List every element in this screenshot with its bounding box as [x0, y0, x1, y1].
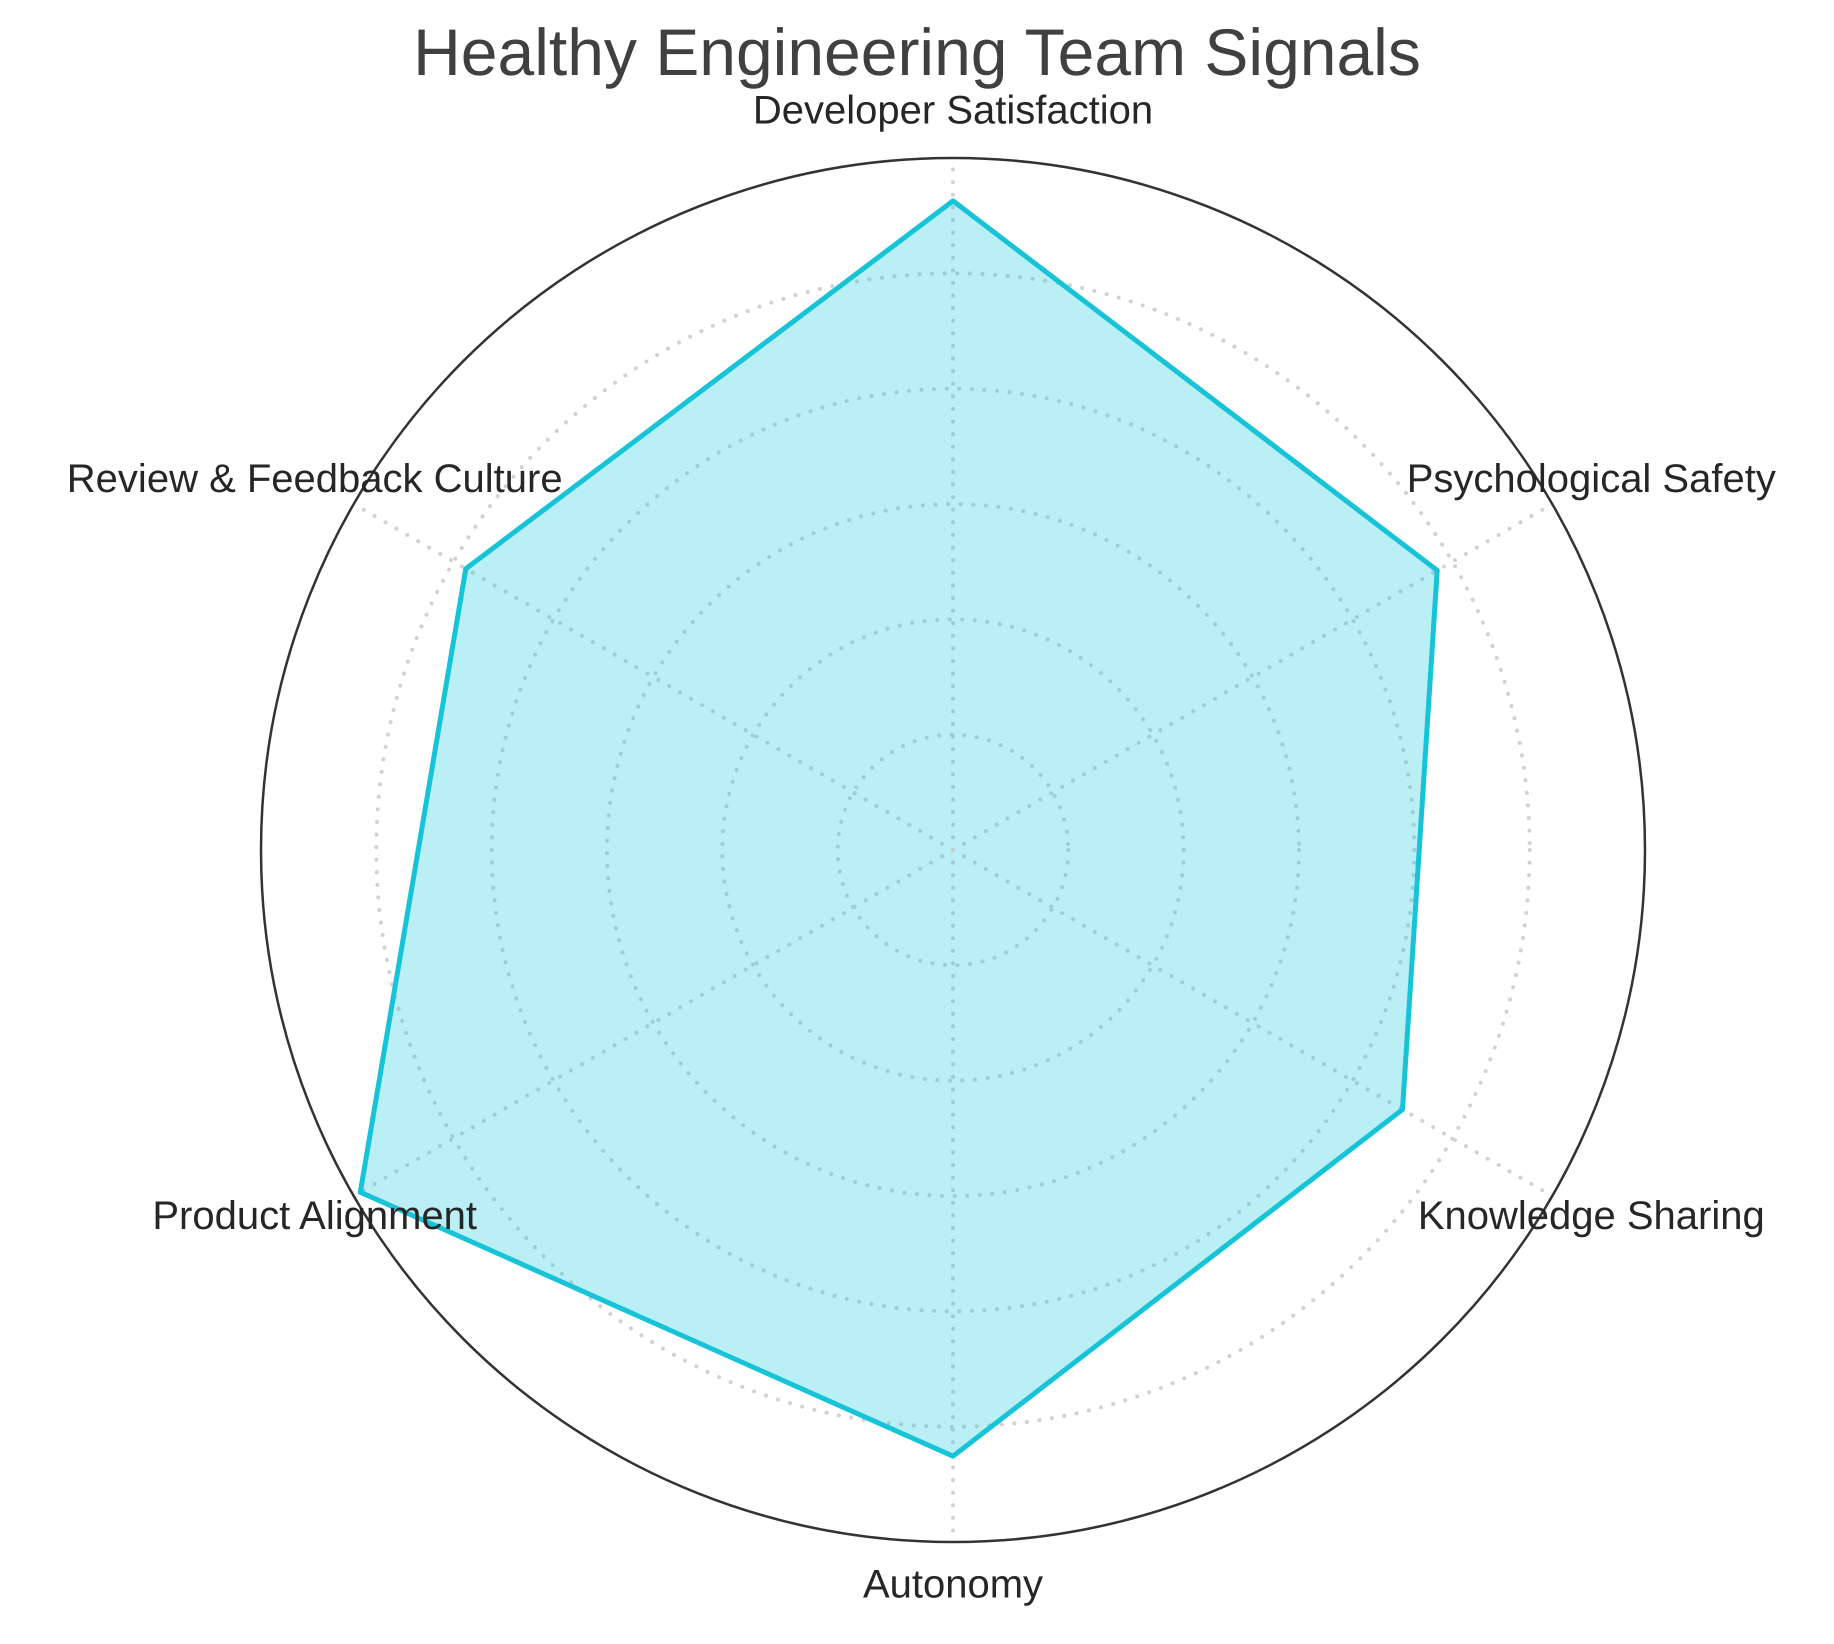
svg-text:Autonomy: Autonomy — [863, 1563, 1043, 1607]
svg-text:Developer Satisfaction: Developer Satisfaction — [753, 89, 1153, 133]
svg-text:Review & Feedback Culture: Review & Feedback Culture — [67, 457, 563, 501]
svg-text:Product Alignment: Product Alignment — [152, 1194, 477, 1238]
svg-text:Psychological Safety: Psychological Safety — [1407, 457, 1776, 501]
svg-text:Knowledge Sharing: Knowledge Sharing — [1418, 1194, 1765, 1238]
